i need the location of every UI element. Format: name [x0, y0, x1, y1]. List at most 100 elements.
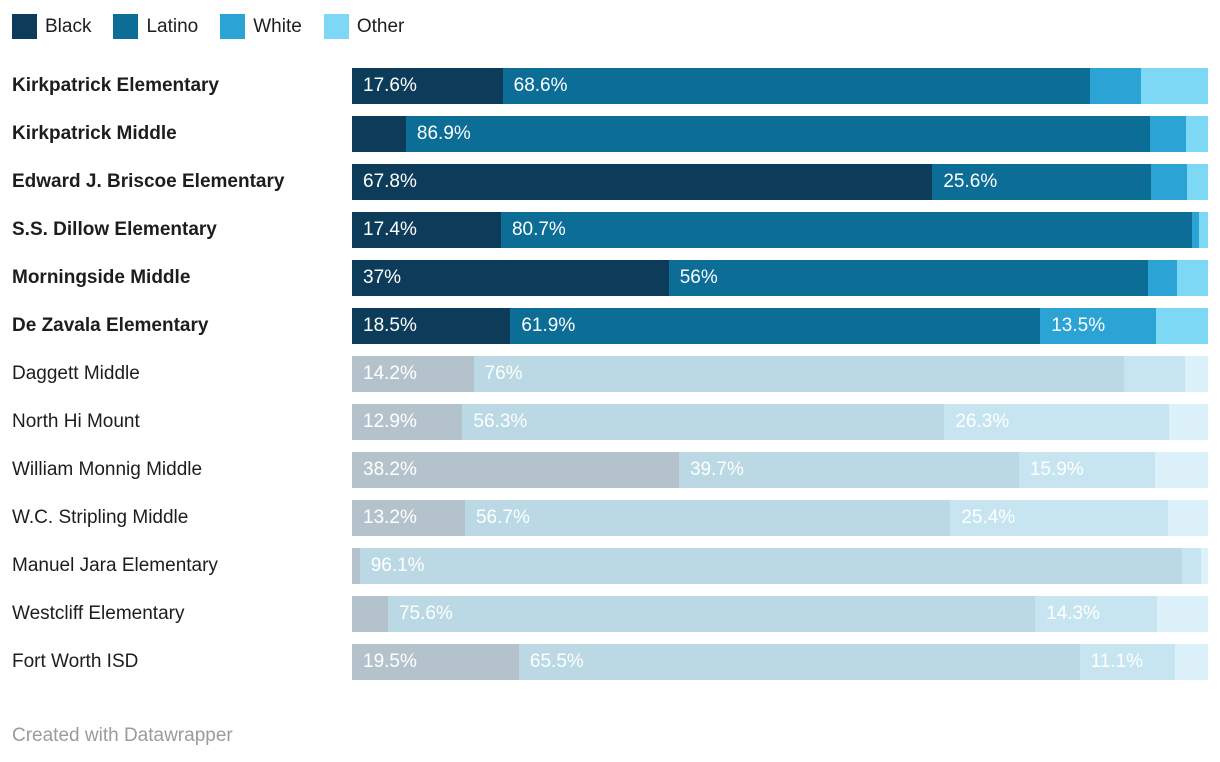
bar-segment-black[interactable]	[352, 596, 388, 632]
row-label: Kirkpatrick Elementary	[12, 75, 219, 96]
bar-segment-black[interactable]	[352, 116, 406, 152]
bar-segment-other[interactable]	[1157, 596, 1208, 632]
legend-label: Latino	[146, 15, 199, 37]
bar-segment-other[interactable]	[1187, 164, 1208, 200]
stacked-bar: 18.5% 61.9% 13.5%	[352, 308, 1208, 344]
stacked-bar: 86.9%	[352, 116, 1208, 152]
chart-row: De Zavala Elementary 18.5% 61.9% 13.5%	[12, 308, 1208, 344]
bar-segment-white[interactable]: 15.9%	[1018, 452, 1155, 488]
legend-label: Black	[45, 15, 92, 37]
legend-item-latino: Latino	[113, 14, 198, 39]
bar-segment-white[interactable]	[1124, 356, 1185, 392]
legend-item-other: Other	[323, 14, 405, 39]
bar-segment-black[interactable]: 37%	[352, 260, 669, 296]
bar-segment-latino[interactable]: 75.6%	[387, 596, 1036, 632]
row-label: North Hi Mount	[12, 411, 140, 432]
bar-segment-black[interactable]	[352, 548, 360, 584]
chart-row: Westcliff Elementary 75.6% 14.3%	[12, 596, 1208, 632]
chart-row: S.S. Dillow Elementary 17.4% 80.7%	[12, 212, 1208, 248]
bar-segment-white[interactable]	[1191, 212, 1199, 248]
legend-swatch-latino	[113, 14, 139, 39]
bar-segment-latino[interactable]: 65.5%	[518, 644, 1080, 680]
bar-segment-white[interactable]	[1149, 116, 1186, 152]
row-label: Westcliff Elementary	[12, 603, 185, 624]
bar-segment-white[interactable]	[1148, 260, 1178, 296]
chart-row: Kirkpatrick Elementary 17.6% 68.6%	[12, 68, 1208, 104]
row-label: William Monnig Middle	[12, 459, 203, 480]
bar-segment-other[interactable]	[1201, 548, 1208, 584]
row-label: De Zavala Elementary	[12, 315, 209, 336]
stacked-bar: 38.2% 39.7% 15.9%	[352, 452, 1208, 488]
legend-swatch-white	[220, 14, 246, 39]
legend-label: White	[253, 15, 302, 37]
row-label: W.C. Stripling Middle	[12, 507, 189, 528]
bar-segment-other[interactable]	[1185, 116, 1208, 152]
stacked-bar: 37% 56%	[352, 260, 1208, 296]
bar-segment-latino[interactable]: 39.7%	[678, 452, 1019, 488]
bar-segment-other[interactable]	[1177, 260, 1208, 296]
bar-segment-other[interactable]	[1141, 68, 1208, 104]
bar-segment-white[interactable]	[1182, 548, 1202, 584]
legend-item-black: Black	[12, 14, 91, 39]
bar-segment-white[interactable]: 14.3%	[1035, 596, 1158, 632]
chart-row: Morningside Middle 37% 56%	[12, 260, 1208, 296]
bar-segment-black[interactable]: 14.2%	[352, 356, 474, 392]
row-label: Fort Worth ISD	[12, 651, 139, 672]
bar-segment-other[interactable]	[1154, 452, 1208, 488]
bar-segment-latino[interactable]: 56%	[668, 260, 1149, 296]
bar-segment-other[interactable]	[1167, 500, 1208, 536]
stacked-bar: 17.4% 80.7%	[352, 212, 1208, 248]
bar-segment-black[interactable]: 17.6%	[352, 68, 503, 104]
stacked-bar: 12.9% 56.3% 26.3%	[352, 404, 1208, 440]
bar-segment-other[interactable]	[1198, 212, 1208, 248]
row-label: Manuel Jara Elementary	[12, 555, 218, 576]
legend-swatch-other	[323, 14, 349, 39]
bar-segment-black[interactable]: 12.9%	[352, 404, 463, 440]
bar-segment-other[interactable]	[1169, 404, 1208, 440]
row-label: Daggett Middle	[12, 363, 140, 384]
bar-segment-black[interactable]: 18.5%	[352, 308, 511, 344]
bar-segment-white[interactable]	[1089, 68, 1142, 104]
chart-row: Manuel Jara Elementary 96.1%	[12, 548, 1208, 584]
legend-label: Other	[356, 15, 405, 37]
bar-segment-white[interactable]	[1151, 164, 1188, 200]
bar-segment-other[interactable]	[1155, 308, 1208, 344]
bar-segment-latino[interactable]: 68.6%	[502, 68, 1090, 104]
bar-segment-black[interactable]: 13.2%	[352, 500, 465, 536]
bar-segment-white[interactable]: 25.4%	[950, 500, 1168, 536]
bar-segment-latino[interactable]: 80.7%	[500, 212, 1192, 248]
bar-segment-other[interactable]	[1184, 356, 1208, 392]
bar-segment-latino[interactable]: 25.6%	[932, 164, 1152, 200]
bar-segment-latino[interactable]: 86.9%	[405, 116, 1150, 152]
bar-segment-other[interactable]	[1174, 644, 1208, 680]
bar-segment-latino[interactable]: 56.3%	[462, 404, 945, 440]
bar-segment-latino[interactable]: 76%	[473, 356, 1125, 392]
stacked-bar: 67.8% 25.6%	[352, 164, 1208, 200]
bar-segment-latino[interactable]: 56.7%	[464, 500, 951, 536]
bar-segment-black[interactable]: 67.8%	[352, 164, 933, 200]
stacked-bar: 75.6% 14.3%	[352, 596, 1208, 632]
stacked-bar: 96.1%	[352, 548, 1208, 584]
bar-segment-black[interactable]: 19.5%	[352, 644, 519, 680]
datawrapper-credit-link[interactable]: Created with Datawrapper	[12, 725, 233, 746]
stacked-bar: 17.6% 68.6%	[352, 68, 1208, 104]
row-label: Kirkpatrick Middle	[12, 123, 177, 144]
bar-segment-latino[interactable]: 96.1%	[359, 548, 1183, 584]
chart-row: Fort Worth ISD 19.5% 65.5% 11.1%	[12, 644, 1208, 680]
bar-segment-white[interactable]: 11.1%	[1079, 644, 1175, 680]
row-label: S.S. Dillow Elementary	[12, 219, 217, 240]
bar-segment-latino[interactable]: 61.9%	[510, 308, 1041, 344]
stacked-bar-chart: Kirkpatrick Elementary 17.6% 68.6% Kirkpatr…	[12, 68, 1208, 692]
chart-row: North Hi Mount 12.9% 56.3% 26.3%	[12, 404, 1208, 440]
bar-segment-white[interactable]: 13.5%	[1040, 308, 1156, 344]
row-label: Edward J. Briscoe Elementary	[12, 171, 285, 192]
chart-row: Daggett Middle 14.2% 76%	[12, 356, 1208, 392]
row-label: Morningside Middle	[12, 267, 191, 288]
bar-segment-black[interactable]: 38.2%	[352, 452, 679, 488]
chart-row: W.C. Stripling Middle 13.2% 56.7% 25.4%	[12, 500, 1208, 536]
bar-segment-black[interactable]: 17.4%	[352, 212, 501, 248]
stacked-bar: 14.2% 76%	[352, 356, 1208, 392]
bar-segment-white[interactable]: 26.3%	[944, 404, 1170, 440]
legend: Black Latino White Other	[12, 14, 404, 39]
